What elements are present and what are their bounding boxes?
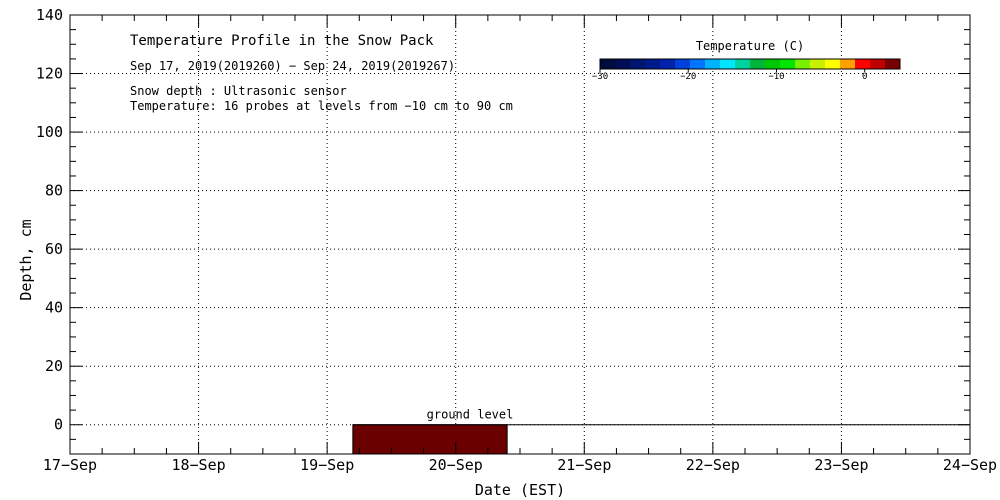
y-tick-label: 20 bbox=[45, 357, 63, 375]
colorbar-tick-label: 0 bbox=[862, 72, 867, 82]
note-snow-depth: Snow depth : Ultrasonic sensor bbox=[130, 84, 347, 98]
x-tick-label: 19−Sep bbox=[300, 456, 354, 474]
x-tick-label: 20−Sep bbox=[429, 456, 483, 474]
colorbar-cell bbox=[885, 59, 901, 69]
colorbar-title: Temperature (C) bbox=[696, 39, 804, 53]
y-tick-label: 120 bbox=[36, 65, 63, 83]
plot-frame bbox=[69, 14, 971, 455]
x-tick-label: 21−Sep bbox=[557, 456, 611, 474]
colorbar-tick-label: −20 bbox=[680, 72, 696, 82]
colorbar-cell bbox=[735, 59, 751, 69]
colorbar-cell bbox=[795, 59, 811, 69]
y-tick-label: 140 bbox=[36, 6, 63, 24]
y-tick-label: 40 bbox=[45, 299, 63, 317]
colorbar-frame bbox=[599, 58, 901, 70]
x-tick-label: 23−Sep bbox=[814, 456, 868, 474]
y-tick-label: 0 bbox=[54, 416, 63, 434]
note-temperature-probes: Temperature: 16 probes at levels from −1… bbox=[130, 99, 513, 113]
colorbar-cell bbox=[870, 59, 886, 69]
y-axis-label: Depth, cm bbox=[17, 219, 35, 300]
chart-title: Temperature Profile in the Snow Pack bbox=[130, 33, 434, 49]
colorbar-cell bbox=[690, 59, 706, 69]
colorbar-cell bbox=[705, 59, 721, 69]
axis-ticks bbox=[69, 14, 971, 455]
colorbar-cell bbox=[675, 59, 691, 69]
chart-subtitle: Sep 17, 2019(2019260) − Sep 24, 2019(201… bbox=[130, 59, 455, 73]
colorbar-cell bbox=[615, 59, 631, 69]
x-tick-label: 22−Sep bbox=[686, 456, 740, 474]
x-axis-label: Date (EST) bbox=[475, 481, 565, 499]
colorbar-cell bbox=[645, 59, 661, 69]
colorbar-cell bbox=[660, 59, 676, 69]
data-blocks bbox=[352, 424, 508, 455]
grid-lines bbox=[70, 15, 970, 454]
y-tick-label: 60 bbox=[45, 240, 63, 258]
temperature-block bbox=[352, 424, 508, 455]
colorbar-ticks: −30 −20 −10 0 bbox=[592, 69, 867, 82]
ground-level-label: ground level bbox=[427, 408, 514, 422]
colorbar-cell bbox=[600, 59, 616, 69]
colorbar-tick-label: −10 bbox=[768, 72, 784, 82]
colorbar-cell bbox=[765, 59, 781, 69]
x-tick-label: 24−Sep bbox=[943, 456, 997, 474]
x-tick-labels: 17−Sep 18−Sep 19−Sep 20−Sep 21−Sep 22−Sep 23−S… bbox=[43, 456, 997, 474]
y-tick-label: 80 bbox=[45, 182, 63, 200]
colorbar-cell bbox=[825, 59, 841, 69]
colorbar-tick-label: −30 bbox=[592, 72, 608, 82]
x-tick-label: 17−Sep bbox=[43, 456, 97, 474]
colorbar-cell bbox=[720, 59, 736, 69]
y-tick-labels: 0 20 40 60 80 100 120 140 bbox=[36, 6, 63, 434]
colorbar-cells bbox=[600, 59, 901, 69]
colorbar-cell bbox=[750, 59, 766, 69]
colorbar: Temperature (C) −30 −20 −10 0 bbox=[592, 39, 901, 82]
y-tick-label: 100 bbox=[36, 123, 63, 141]
colorbar-cell bbox=[780, 59, 796, 69]
colorbar-cell bbox=[840, 59, 856, 69]
colorbar-cell bbox=[810, 59, 826, 69]
colorbar-cell bbox=[630, 59, 646, 69]
colorbar-cell bbox=[855, 59, 871, 69]
x-tick-label: 18−Sep bbox=[171, 456, 225, 474]
